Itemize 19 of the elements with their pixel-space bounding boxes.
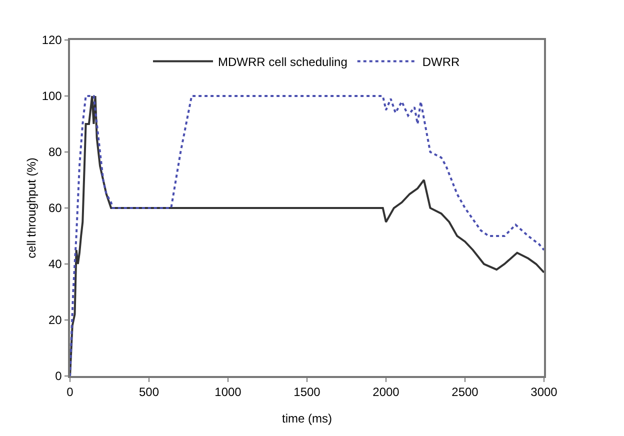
y-tick-label: 60 bbox=[48, 201, 62, 216]
y-tick-label: 120 bbox=[42, 33, 62, 48]
y-tick-label: 40 bbox=[48, 257, 62, 272]
x-tick-label: 1000 bbox=[214, 385, 242, 400]
x-tick-label: 1500 bbox=[294, 385, 321, 400]
y-tick-label: 80 bbox=[48, 145, 62, 160]
x-tick-label: 0 bbox=[66, 385, 74, 400]
x-tick-label: 3000 bbox=[530, 385, 558, 400]
x-tick-label: 2000 bbox=[372, 385, 400, 400]
legend-label: MDWRR cell scheduling bbox=[218, 54, 348, 69]
y-axis-title: cell throughput (%) bbox=[24, 158, 38, 258]
x-axis-title: time (ms) bbox=[282, 412, 332, 426]
y-tick-label: 20 bbox=[48, 313, 62, 328]
legend-label: DWRR bbox=[422, 54, 460, 69]
y-tick-label: 100 bbox=[42, 89, 62, 104]
y-tick-label: 0 bbox=[55, 369, 62, 384]
x-tick-label: 2500 bbox=[452, 385, 479, 400]
x-tick-label: 500 bbox=[138, 385, 160, 400]
line-series bbox=[70, 95, 544, 376]
